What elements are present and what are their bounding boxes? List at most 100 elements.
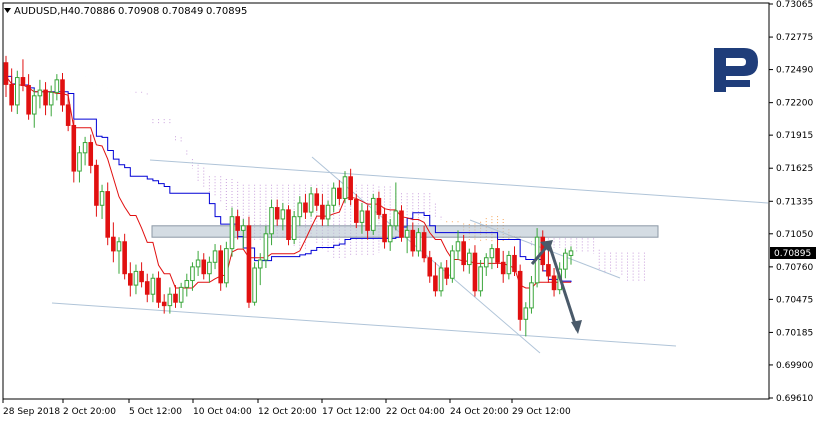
candle-body	[77, 152, 82, 172]
candle	[167, 287, 173, 314]
candle	[450, 245, 455, 283]
candle	[269, 199, 274, 246]
candle	[546, 250, 551, 283]
candle-body	[105, 191, 111, 238]
candle	[190, 262, 195, 291]
candle-body	[71, 124, 77, 172]
candle	[207, 256, 212, 283]
y-tick-label: 0.70185	[776, 328, 813, 338]
candle	[359, 202, 365, 234]
candle-body	[331, 187, 336, 206]
candle-body	[257, 259, 263, 269]
candle	[122, 233, 127, 280]
candle-body	[246, 225, 252, 303]
candle	[551, 267, 557, 297]
candle-body	[269, 207, 274, 235]
candle-body	[495, 248, 500, 263]
candle	[461, 234, 466, 272]
candle	[314, 188, 320, 211]
candle-body	[116, 241, 122, 252]
candle	[195, 250, 201, 276]
candle-body	[252, 267, 257, 303]
candle	[184, 273, 190, 297]
candle	[31, 88, 37, 128]
candle	[224, 241, 229, 288]
candle-body	[48, 91, 54, 106]
candle-body	[286, 209, 291, 240]
header-close: 0.70895	[206, 6, 247, 17]
arrow-head-up	[540, 240, 553, 252]
broker-r-logo	[714, 48, 758, 92]
candle-body	[365, 210, 370, 231]
candle	[478, 260, 483, 297]
candle-body	[20, 77, 26, 87]
candle-body	[450, 250, 455, 279]
candle-body	[133, 270, 139, 286]
candle-body	[512, 254, 517, 272]
candle-body	[455, 241, 461, 252]
header-high: 0.70908	[118, 6, 159, 17]
candle-body	[201, 259, 207, 275]
candle-body	[303, 202, 308, 213]
candle-body	[478, 266, 483, 292]
candle	[235, 209, 240, 240]
candle	[291, 210, 297, 245]
candle-body	[9, 83, 14, 106]
candle-body	[111, 236, 116, 252]
x-tick-label: 24 Oct 20:00	[450, 407, 509, 417]
candle	[178, 282, 184, 308]
candle	[263, 225, 269, 268]
candle-body	[563, 252, 568, 270]
x-tick-label: 29 Oct 12:00	[512, 407, 571, 417]
candle-body	[224, 248, 229, 284]
candle-body	[161, 301, 167, 307]
candle-body	[314, 193, 320, 206]
candle	[9, 68, 14, 112]
candle	[150, 273, 156, 303]
y-tick-label: 0.72200	[776, 99, 813, 109]
candle-body	[82, 142, 88, 154]
candle-body	[489, 248, 495, 259]
candles	[3, 55, 574, 337]
candle	[529, 275, 534, 314]
candle-body	[337, 187, 342, 199]
candle	[393, 182, 399, 231]
candle	[523, 302, 529, 337]
candle-body	[122, 241, 127, 275]
candle-body	[212, 250, 218, 263]
candle	[467, 248, 472, 274]
candle	[139, 262, 144, 288]
candle	[325, 200, 331, 226]
candle	[303, 193, 308, 219]
x-tick-label: 17 Oct 12:00	[322, 407, 381, 417]
candle	[517, 264, 523, 331]
candle-body	[167, 293, 173, 307]
candle	[128, 262, 133, 297]
candle	[444, 260, 449, 286]
candle	[144, 273, 150, 303]
candle	[308, 187, 314, 217]
candle	[506, 250, 512, 280]
x-tick-label: 5 Oct 12:00	[129, 407, 182, 417]
candle-body	[195, 259, 201, 268]
candle-body	[348, 176, 353, 201]
candle-body	[144, 281, 150, 295]
candle-body	[421, 232, 427, 259]
candle-body	[139, 270, 144, 283]
candle	[382, 207, 387, 249]
candle	[218, 245, 223, 291]
candle	[421, 225, 427, 263]
candle-body	[88, 142, 94, 166]
candle	[77, 145, 82, 183]
y-tick-label: 0.71335	[776, 197, 813, 207]
candle-body	[359, 210, 365, 223]
candle-body	[3, 62, 9, 85]
x-tick-label: 2 Oct 20:00	[63, 407, 116, 417]
triangle-down-icon[interactable]	[4, 8, 11, 13]
candle	[337, 180, 342, 206]
chart-header: AUDUSD,H4 0.70886 0.70908 0.70849 0.7089…	[4, 6, 247, 17]
candle	[48, 85, 54, 117]
lower-trend-line	[51, 302, 677, 347]
candle	[410, 222, 416, 257]
